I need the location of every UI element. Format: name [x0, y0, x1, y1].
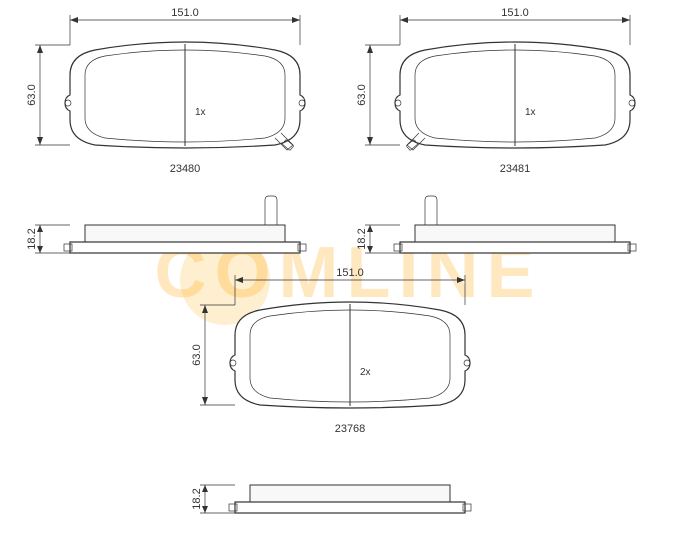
pad-top-right: 151.0 63.0 1x 23481 [356, 7, 635, 175]
dim-thick-r: 18.2 [356, 228, 368, 249]
qty-b: 2x [360, 367, 371, 378]
partnum-b: 23768 [335, 423, 366, 435]
qty-tl: 1x [195, 107, 206, 118]
dim-width-tr: 151.0 [501, 7, 529, 19]
dim-thick-l: 18.2 [26, 228, 38, 249]
dim-height-b: 63.0 [191, 344, 203, 365]
dim-height-tl: 63.0 [26, 84, 38, 105]
technical-drawing: 151.0 63.0 1x 23480 151.0 [0, 0, 697, 546]
sideview-right: 18.2 [356, 196, 636, 253]
dim-thick-b: 18.2 [191, 488, 203, 509]
pad-bottom: 151.0 63.0 2x 23768 [191, 267, 470, 435]
sideview-left: 18.2 [26, 196, 306, 253]
dim-width-tl: 151.0 [171, 7, 199, 19]
sideview-bottom: 18.2 [191, 485, 471, 513]
partnum-tr: 23481 [500, 163, 531, 175]
qty-tr: 1x [525, 107, 536, 118]
dim-height-tr: 63.0 [356, 84, 368, 105]
partnum-tl: 23480 [170, 163, 201, 175]
dim-width-b: 151.0 [336, 267, 364, 279]
pad-top-left: 151.0 63.0 1x 23480 [26, 7, 305, 175]
